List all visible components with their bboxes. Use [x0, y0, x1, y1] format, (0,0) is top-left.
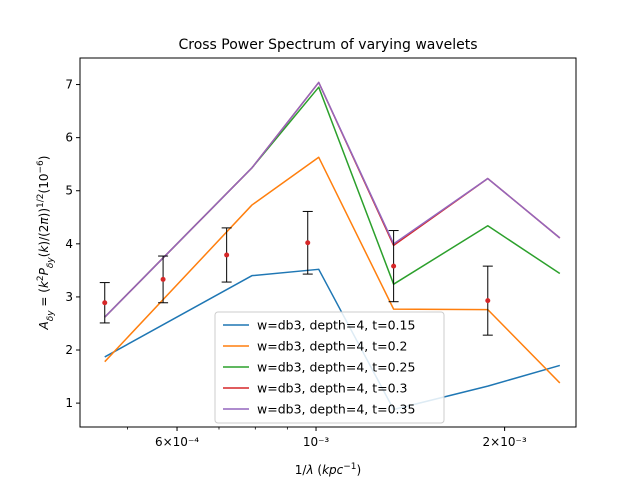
y-tick-label-4: 4 — [65, 237, 73, 251]
y-tick-label-1: 1 — [65, 396, 73, 410]
y-tick-label-2: 2 — [65, 343, 73, 357]
y-tick-label-5: 5 — [65, 184, 73, 198]
series-line-2 — [104, 156, 561, 384]
legend: w=db3, depth=4, t=0.15 w=db3, depth=4, t=… — [214, 311, 445, 424]
errorbar-point-2 — [160, 276, 166, 282]
y-tick-label-7: 7 — [65, 78, 73, 92]
x-tick-label-1: 6×10⁻⁴ — [155, 435, 199, 449]
errorbar-point-5 — [391, 263, 397, 269]
series-line-4 — [104, 81, 561, 318]
errorbar-point-4 — [305, 240, 311, 246]
series-line-3 — [104, 86, 561, 318]
errorbar-point-3 — [224, 252, 230, 258]
error-bars — [99, 210, 493, 336]
legend-box — [214, 311, 445, 424]
legend-label-2: w=db3, depth=4, t=0.2 — [257, 339, 407, 354]
y-tick-label-6: 6 — [65, 131, 73, 145]
x-tick-label-2: 10⁻³ — [303, 435, 330, 449]
chart-title: Cross Power Spectrum of varying wavelets — [178, 37, 477, 53]
legend-label-5: w=db3, depth=4, t=0.35 — [257, 402, 415, 417]
errorbar-point-1 — [102, 300, 108, 306]
y-tick-label-3: 3 — [65, 290, 73, 304]
x-tick-label-3: 2×10⁻³ — [483, 435, 527, 449]
y-axis: 1 2 3 4 5 6 7 — [65, 78, 80, 410]
legend-label-3: w=db3, depth=4, t=0.25 — [257, 360, 415, 375]
errorbar-point-6 — [485, 298, 491, 304]
y-axis-label: Aδy = (k2Pδy(k)/(2π))1/2(10−6) — [36, 156, 56, 331]
legend-label-1: w=db3, depth=4, t=0.15 — [257, 318, 415, 333]
x-axis-label: 1/λ (kpc−1) — [295, 462, 361, 477]
series-line-5 — [104, 81, 561, 318]
x-axis: 6×10⁻⁴ 10⁻³ 2×10⁻³ — [127, 427, 527, 449]
legend-label-4: w=db3, depth=4, t=0.3 — [257, 381, 407, 396]
series-lines — [104, 81, 561, 411]
plot-frame — [79, 57, 577, 428]
